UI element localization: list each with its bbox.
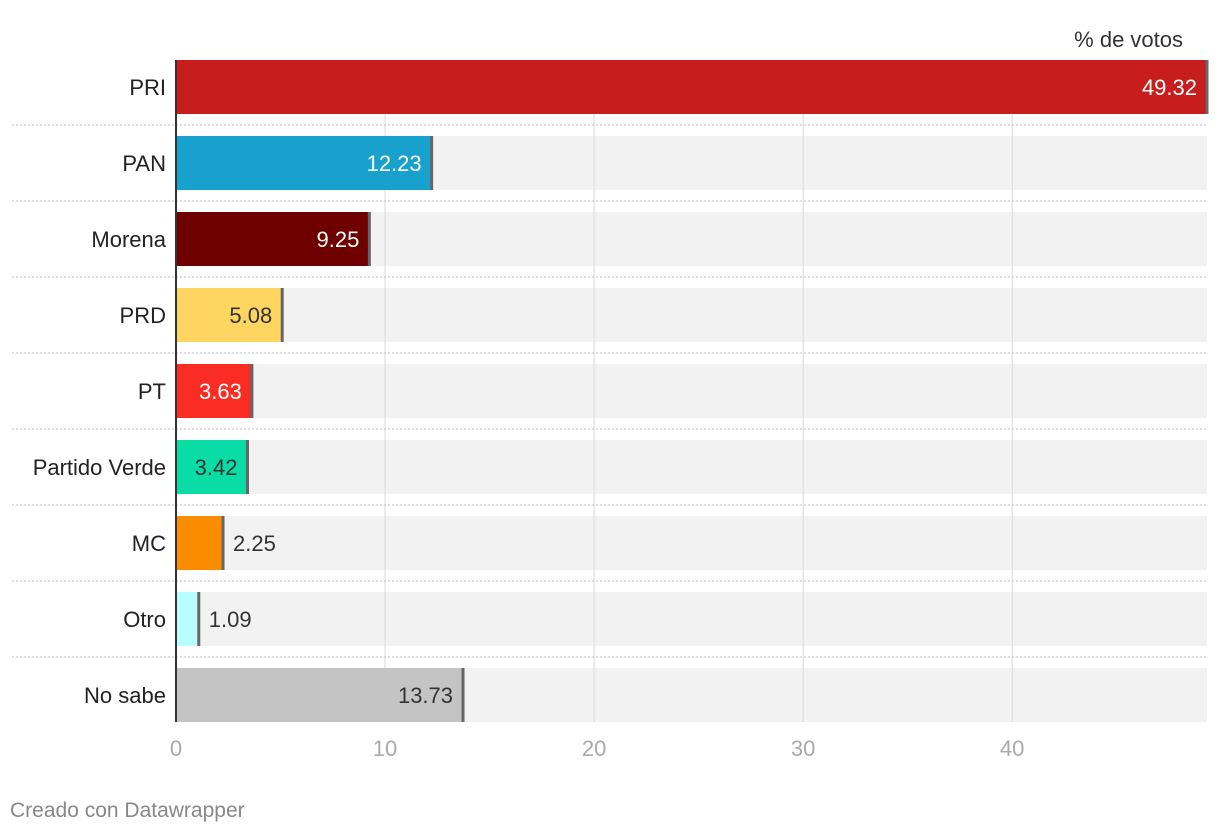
category-labels: PRI PAN Morena PRD PT Partido Verde MC Otro No s…	[33, 75, 167, 708]
background-bar	[176, 516, 1207, 570]
x-tick-label: 0	[170, 736, 182, 761]
category-label: Partido Verde	[33, 455, 166, 480]
value-label: 49.32	[1142, 75, 1197, 100]
bar	[176, 516, 224, 570]
data-bars	[176, 60, 1207, 722]
row-separators	[12, 124, 1207, 658]
background-bar	[176, 364, 1207, 418]
category-label: PT	[138, 379, 166, 404]
category-label: PRD	[120, 303, 166, 328]
x-tick-label: 40	[1000, 736, 1024, 761]
bar	[176, 212, 370, 266]
bar	[176, 288, 283, 342]
bar	[176, 364, 252, 418]
bar	[176, 592, 199, 646]
x-tick-label: 30	[791, 736, 815, 761]
category-label: No sabe	[84, 683, 166, 708]
background-bar	[176, 592, 1207, 646]
bar-end-markers	[197, 60, 1209, 722]
category-label: MC	[132, 531, 166, 556]
category-label: Otro	[123, 607, 166, 632]
value-label: 3.42	[195, 455, 238, 480]
category-label: Morena	[91, 227, 166, 252]
category-label: PAN	[122, 151, 166, 176]
value-label: 3.63	[199, 379, 242, 404]
value-label: 1.09	[209, 607, 252, 632]
category-label: PRI	[129, 75, 166, 100]
value-label: 5.08	[229, 303, 272, 328]
background-bar	[176, 288, 1207, 342]
value-column-header: % de votos	[1074, 27, 1183, 52]
value-label: 9.25	[317, 227, 360, 252]
value-label: 2.25	[233, 531, 276, 556]
bar	[176, 668, 464, 722]
x-tick-label: 20	[582, 736, 606, 761]
credit-footer: Creado con Datawrapper	[10, 799, 245, 822]
chart-canvas: % de votos PRI PAN Morena PRD PT Partido Verd…	[12, 27, 1209, 761]
value-label: 13.73	[398, 683, 453, 708]
bar	[176, 60, 1207, 114]
background-bar	[176, 440, 1207, 494]
bar	[176, 136, 432, 190]
x-tick-label: 10	[373, 736, 397, 761]
value-label: 12.23	[367, 151, 422, 176]
bar	[176, 440, 248, 494]
x-axis-tick-labels: 0 10 20 30 40	[170, 736, 1025, 761]
value-labels: 49.32 12.23 9.25 5.08 3.63 3.42 2.25 1.09 13.73	[195, 75, 1197, 708]
